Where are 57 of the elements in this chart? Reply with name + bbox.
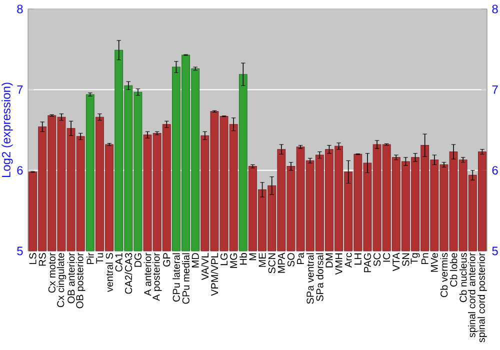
x-tick-label: Pa [297, 252, 304, 264]
x-tick-label: A anterior [144, 252, 152, 296]
x-tick-label: ME [258, 253, 266, 267]
x-tick-label: VTA [392, 252, 400, 272]
x-tick-label: GP [163, 253, 170, 267]
x-tick-label: CA2/CA3 [124, 253, 132, 294]
x-tick-label: SPa ventral [306, 253, 314, 304]
x-tick-label: VPM/VPL [210, 252, 218, 296]
y2-tick-label: 6 [492, 166, 498, 175]
x-tick-label: MPA [278, 252, 285, 273]
x-tick-label: SCN [268, 253, 276, 274]
x-tick-label: Hb [239, 253, 247, 265]
y-tick-label: 7 [17, 86, 23, 94]
x-tick-label: SN [402, 253, 410, 266]
x-tick-label: IC [383, 252, 390, 262]
x-tick-label: Arc [344, 252, 352, 268]
x-tick-label: spinal cord posterior [478, 252, 487, 342]
x-tick-label: Cb vermis [440, 252, 448, 298]
x-tick-label: MVe [430, 253, 438, 272]
x-tick-label: CPu lateral [172, 253, 180, 302]
x-tick-label: MG [230, 253, 238, 268]
x-tick-label: A posterior [152, 252, 162, 301]
x-tick-label: Cb lobe [450, 253, 458, 287]
x-tick-label: CA1 [115, 253, 122, 272]
x-tick-label: OB posterior [76, 252, 86, 308]
x-tick-label: SPa dorsal [316, 253, 324, 302]
x-tick-label: DG [134, 253, 142, 267]
x-tick-label: ventral S [106, 253, 113, 292]
x-tick-label: Tg [410, 253, 420, 264]
y2-tick-label: 7 [492, 86, 498, 94]
x-tick-label: Pn [421, 253, 428, 264]
x-tick-label: Pir [86, 252, 94, 264]
x-tick-label: SC [373, 252, 381, 266]
x-tick-label: DM [326, 253, 333, 268]
y2-tick-label: 5 [492, 246, 498, 256]
x-tick-label: PAG [364, 253, 372, 272]
x-tick-label: VA/VL [201, 252, 209, 280]
y2-tick-label: 8 [492, 4, 498, 14]
x-tick-label: MD [192, 253, 199, 268]
x-tick-label: Tu [96, 253, 104, 264]
x-tick-label: Cx cingulate [56, 253, 66, 308]
x-tick-label: CPu medial [182, 253, 190, 304]
x-tick-label: LH [354, 253, 362, 265]
x-tick-label: SO [287, 253, 295, 267]
x-tick-label: RS [38, 253, 46, 266]
x-tick-label: VMH [335, 253, 342, 275]
y-tick-label: 6 [17, 166, 23, 175]
x-tick-label: Cb nucleus [459, 252, 467, 302]
y-axis-title: Log2 (expression) [2, 82, 13, 178]
x-tick-label: LS [29, 253, 36, 264]
y-tick-label: 8 [17, 4, 23, 14]
x-tick-label: OB anterior [67, 252, 75, 304]
x-tick-label: LG [220, 253, 228, 266]
y-tick-label: 5 [17, 246, 23, 256]
x-tick-label: Cx motor [48, 252, 56, 293]
x-tick-label: spinal cord anterior [468, 252, 478, 338]
x-tick-label: M [249, 253, 256, 260]
